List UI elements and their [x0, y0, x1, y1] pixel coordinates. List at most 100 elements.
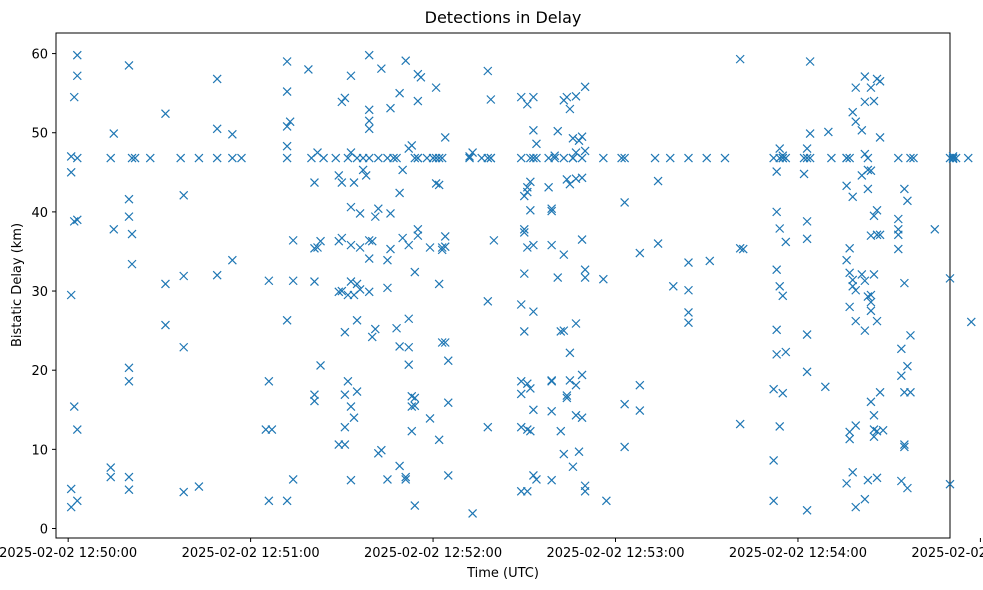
data-point — [805, 153, 815, 163]
data-point — [869, 410, 879, 420]
data-point — [860, 97, 870, 107]
data-point — [358, 165, 368, 175]
data-point — [334, 287, 344, 297]
data-point — [364, 50, 374, 60]
data-point — [343, 153, 353, 163]
data-point — [860, 72, 870, 81]
data-point — [875, 387, 885, 397]
data-point — [845, 243, 855, 253]
data-point — [899, 278, 909, 288]
data-point — [684, 307, 693, 317]
data-point — [860, 276, 870, 286]
y-axis-ticks: 0 10 20 30 40 50 60 — [31, 48, 56, 538]
data-point — [872, 473, 882, 483]
data-point — [401, 472, 411, 482]
data-point — [559, 250, 569, 260]
data-point — [845, 268, 855, 278]
data-point — [413, 153, 423, 163]
data-point — [525, 383, 535, 393]
data-point — [66, 290, 76, 300]
data-points — [66, 50, 976, 518]
data-point — [355, 209, 365, 218]
data-point — [805, 57, 815, 66]
data-point — [212, 153, 222, 163]
data-point — [842, 478, 852, 488]
data-point — [440, 338, 450, 347]
data-point — [778, 153, 788, 163]
data-point — [544, 182, 554, 192]
data-point — [440, 133, 450, 142]
data-point — [653, 239, 663, 248]
data-point — [340, 327, 350, 337]
y-tick-label: 60 — [31, 48, 48, 63]
data-point — [519, 191, 529, 201]
data-point — [364, 124, 374, 134]
data-point — [866, 397, 876, 407]
data-point — [310, 277, 319, 286]
data-point — [875, 76, 885, 86]
data-point — [899, 184, 909, 194]
data-point — [386, 244, 395, 254]
data-point — [772, 325, 782, 335]
data-point — [331, 153, 341, 163]
data-point — [431, 178, 441, 188]
data-point — [127, 259, 137, 269]
data-point — [802, 234, 812, 244]
data-point — [310, 243, 319, 253]
data-point — [395, 342, 405, 351]
data-point — [553, 126, 563, 136]
data-point — [522, 99, 532, 109]
data-point — [483, 422, 493, 432]
data-point — [465, 153, 474, 163]
data-point — [434, 279, 444, 289]
data-point — [519, 326, 529, 336]
data-point — [282, 87, 292, 96]
data-point — [288, 475, 298, 484]
data-point — [343, 376, 353, 386]
data-point — [869, 96, 879, 106]
data-point — [313, 243, 322, 252]
data-point — [528, 92, 538, 102]
data-point — [684, 285, 693, 295]
data-point — [282, 57, 292, 66]
data-point — [443, 398, 453, 408]
y-tick-label: 0 — [40, 523, 48, 538]
data-point — [866, 290, 876, 300]
data-point — [516, 300, 526, 309]
data-point — [398, 233, 408, 243]
data-point — [851, 316, 861, 326]
data-point — [571, 319, 581, 328]
data-point — [598, 274, 608, 284]
data-point — [282, 315, 292, 325]
data-point — [580, 146, 590, 156]
data-point — [872, 205, 882, 215]
data-point — [69, 216, 79, 226]
data-point — [528, 125, 538, 135]
data-point — [848, 467, 858, 477]
data-point — [179, 487, 189, 497]
data-point — [282, 121, 292, 131]
data-point — [370, 212, 380, 222]
y-tick-label: 20 — [31, 364, 48, 379]
data-point — [346, 277, 356, 286]
data-point — [352, 279, 362, 289]
plot-frame — [55, 32, 951, 539]
x-axis-ticks: 2025-02-02 12:50:00 2025-02-02 12:51:00 20… — [0, 538, 983, 561]
data-point — [425, 414, 435, 423]
data-point — [483, 153, 493, 163]
data-point — [124, 212, 134, 222]
data-point — [525, 205, 535, 215]
data-point — [802, 216, 812, 226]
data-point — [577, 413, 587, 423]
data-point — [525, 426, 535, 436]
data-point — [845, 153, 855, 163]
data-point — [851, 502, 861, 512]
data-point — [124, 194, 134, 204]
data-point — [896, 476, 906, 486]
data-point — [519, 269, 529, 279]
data-point — [398, 165, 408, 175]
data-point — [72, 425, 82, 434]
data-point — [684, 153, 693, 163]
data-point — [802, 367, 812, 377]
